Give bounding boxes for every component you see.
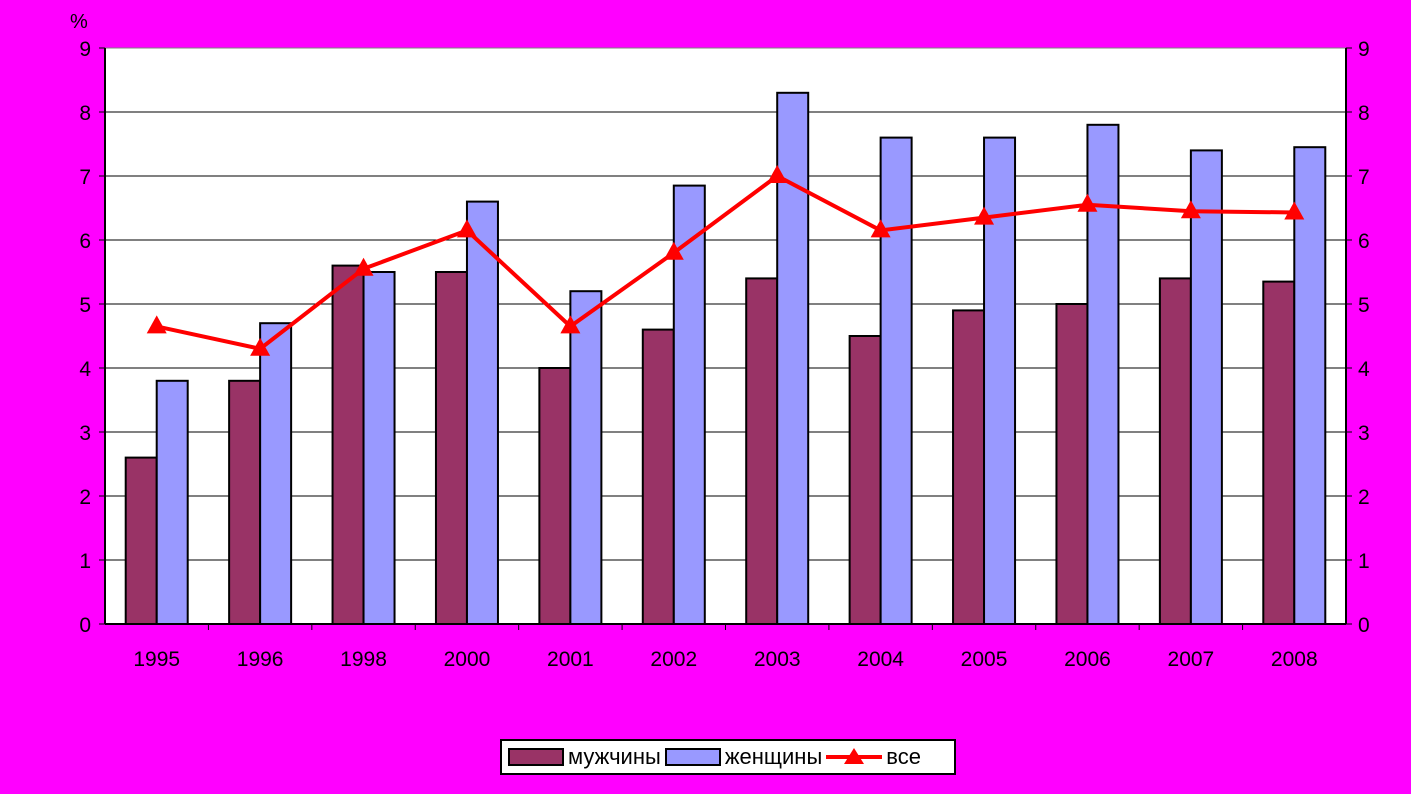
marker-all [1077,193,1098,212]
bar-women [1086,123,1120,626]
legend-item-women: женщины [664,744,823,770]
bar-men [228,379,262,625]
y2-tick-label: 4 [1358,358,1370,381]
bar-women [155,379,189,625]
legend-label-women: женщины [724,744,823,769]
legend-item-men: мужчины [508,744,661,770]
x-tick-label: 2006 [1064,648,1111,671]
series-line [146,165,1305,356]
bar-women [1189,149,1223,625]
y2-tick-label: 8 [1358,102,1370,125]
x-tick-label: 2007 [1168,648,1215,671]
legend-item-all: все [826,744,921,770]
x-tick-label: 2008 [1271,648,1318,671]
legend-swatch-women [664,748,721,766]
bar-women [983,136,1017,625]
marker-all [353,257,374,276]
marker-all [663,241,684,260]
marker-all [767,165,788,183]
bar-men [1158,277,1192,625]
marker-all [456,219,477,238]
bar-men [952,309,986,625]
bar-women [465,200,499,625]
y-axis-unit: % [70,11,88,33]
marker-all [870,219,891,238]
x-tick-label: 2001 [547,648,594,671]
x-tick-label: 1995 [133,648,180,671]
x-tick-label: 2005 [961,648,1008,671]
y2-tick-label: 6 [1358,230,1370,253]
x-tick-label: 1998 [340,648,387,671]
bar-women [259,322,293,625]
y2-tick-label: 9 [1358,38,1370,61]
y2-tick-label: 3 [1358,422,1370,445]
bar-men [1055,303,1089,625]
legend-line-key-all [826,748,883,764]
plot-area [104,47,1347,625]
marker-all [560,315,581,334]
y-tick-label: 4 [79,358,91,381]
gridlines [105,111,1346,561]
y-tick-label: 6 [79,230,91,253]
y-tick-label: 9 [79,38,91,61]
bar-men [331,264,365,625]
marker-all [1284,201,1305,220]
x-tick-label: 2004 [857,648,904,671]
bar-men [641,328,675,625]
y-tick-label: 3 [79,422,91,445]
marker-all [974,206,995,225]
y2-tick-label: 0 [1358,614,1370,637]
y-tick-label: 8 [79,102,91,125]
bar-men [848,335,882,625]
bar-women [1293,146,1327,625]
x-tick-label: 2003 [754,648,801,671]
legend: мужчины женщины все [500,739,956,775]
bar-men [538,367,572,625]
y2-tick-label: 1 [1358,550,1370,573]
bar-men [124,456,158,625]
line-all [156,173,1295,351]
y-tick-label: 0 [79,614,91,637]
legend-label-men: мужчины [568,744,661,769]
y2-tick-label: 7 [1358,166,1370,189]
x-tick-label: 2000 [444,648,491,671]
x-tick-label: 2002 [650,648,697,671]
bar-men [1262,280,1296,625]
bar-women [362,271,396,625]
y-tick-label: 5 [79,294,91,317]
legend-swatch-men [508,748,564,766]
legend-label-all: все [886,744,921,769]
axes: 0 1 2 3 4 5 6 7 8 9 0 1 2 3 4 5 6 7 8 9 1995 1996 1998 2000 2001… [79,38,1370,671]
y2-tick-label: 5 [1358,294,1370,317]
bar-women [879,136,913,625]
y-tick-label: 2 [79,486,91,509]
marker-all [146,315,167,334]
bar-men [745,277,779,625]
bar-men [434,271,468,625]
marker-all [250,337,271,356]
y-tick-label: 1 [79,550,91,573]
y2-tick-label: 2 [1358,486,1370,509]
bar-women [776,91,810,626]
bar-women [569,290,603,625]
x-tick-label: 1996 [237,648,284,671]
marker-all [1180,200,1201,219]
y-tick-label: 7 [79,166,91,189]
